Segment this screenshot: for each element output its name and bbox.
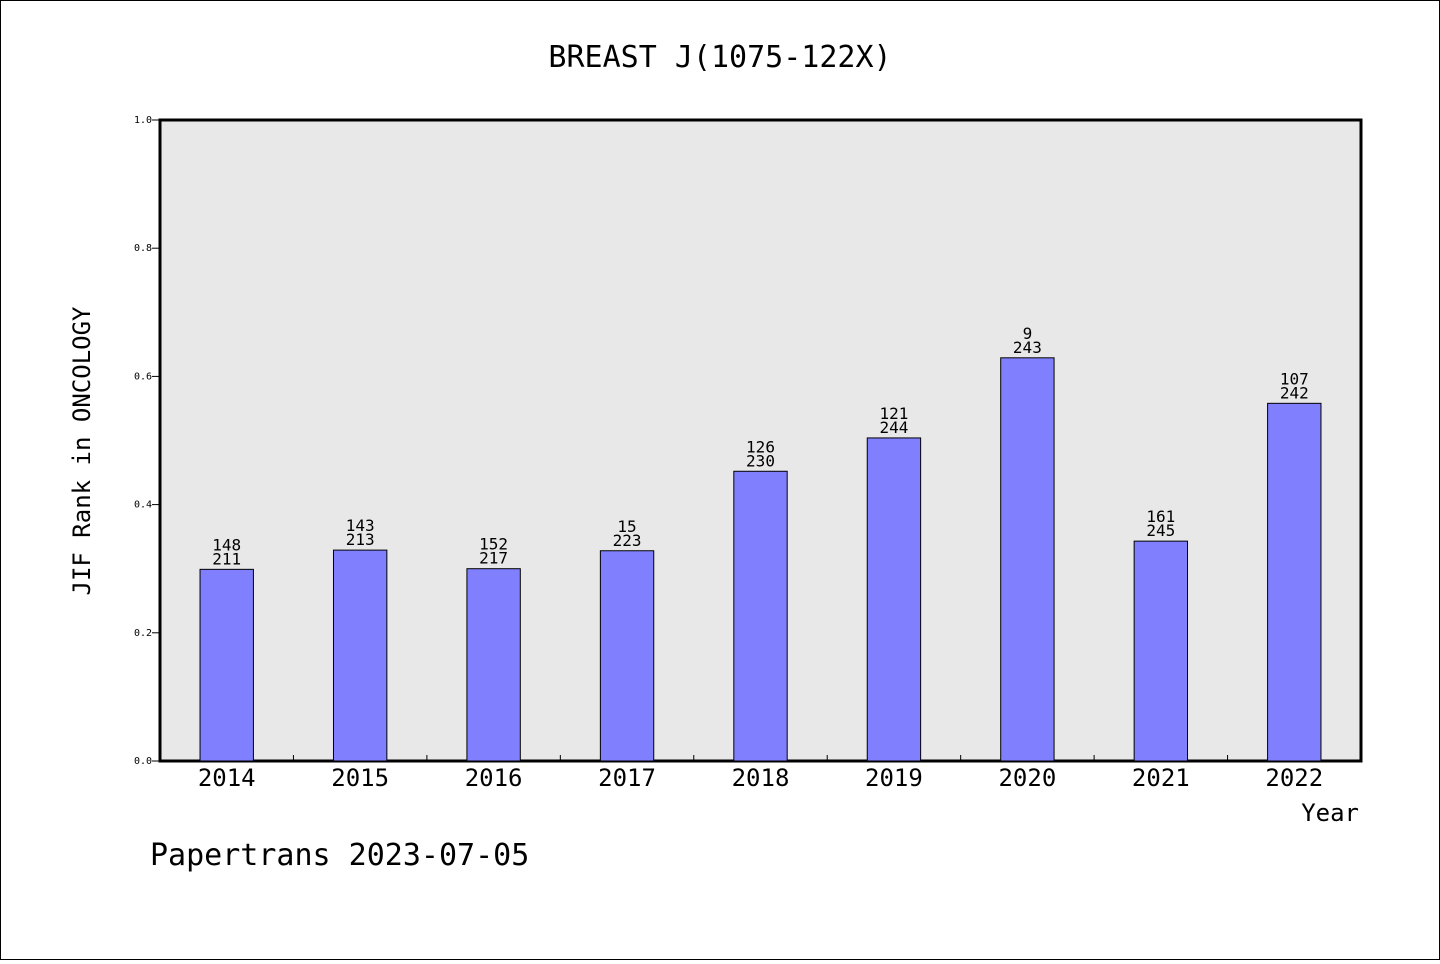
x-tick-label: 2018 (732, 764, 790, 792)
x-tick-label: 2020 (998, 764, 1056, 792)
x-axis-ticks: 2014 2015 2016 2017 2018 2019 2020 2021 2022 (198, 755, 1323, 792)
x-tick-label: 2019 (865, 764, 923, 792)
footer-credit: Papertrans 2023-07-05 (150, 838, 529, 873)
rank-label: 161 (1146, 507, 1175, 526)
x-tick-label: 2015 (331, 764, 389, 792)
x-tick-label: 2022 (1265, 764, 1323, 792)
total-label: 242 (1280, 383, 1309, 402)
y-tick-label: 0.0 (134, 756, 152, 767)
rank-label: 143 (346, 516, 375, 535)
bar-2020 (1000, 357, 1055, 762)
bar-2014 (199, 568, 254, 762)
x-tick-label: 2017 (598, 764, 656, 792)
bar-2016 (466, 568, 521, 762)
rank-label: 148 (212, 535, 241, 554)
total-label: 244 (879, 418, 908, 437)
y-tick-label: 1.0 (134, 115, 152, 126)
rank-label: 15 (617, 517, 636, 536)
y-axis-ticks: 0.0 0.2 0.4 0.6 0.8 1.0 (134, 115, 160, 767)
x-tick-label: 2016 (465, 764, 523, 792)
rank-label: 107 (1280, 369, 1309, 388)
bar-2019 (866, 437, 922, 762)
y-tick-label: 0.8 (134, 243, 152, 254)
y-tick-label: 0.6 (134, 371, 152, 382)
rank-label: 152 (479, 535, 508, 554)
rank-label: 126 (746, 437, 775, 456)
x-axis-label: Year (1301, 799, 1359, 827)
rank-label: 121 (879, 404, 908, 423)
total-label: 243 (1013, 338, 1042, 357)
total-label: 213 (346, 530, 375, 549)
bar-2018 (733, 470, 788, 762)
total-label: 217 (479, 549, 508, 568)
bar-2022 (1267, 402, 1322, 762)
x-tick-label: 2021 (1132, 764, 1190, 792)
x-tick-label: 2014 (198, 764, 256, 792)
y-axis-label: JIF Rank in ONCOLOGY (68, 306, 96, 596)
bar-2021 (1133, 540, 1189, 762)
total-label: 245 (1146, 521, 1175, 540)
rank-label: 9 (1023, 324, 1033, 343)
total-label: 223 (613, 531, 642, 550)
total-label: 230 (746, 451, 775, 470)
y-tick-label: 0.4 (134, 500, 152, 511)
total-label: 211 (212, 549, 241, 568)
chart-title: BREAST J(1075-122X) (548, 40, 891, 75)
bar-2015 (332, 549, 388, 762)
bar-series (199, 357, 1322, 762)
bar-2017 (599, 550, 655, 762)
y-tick-label: 0.2 (134, 628, 152, 639)
